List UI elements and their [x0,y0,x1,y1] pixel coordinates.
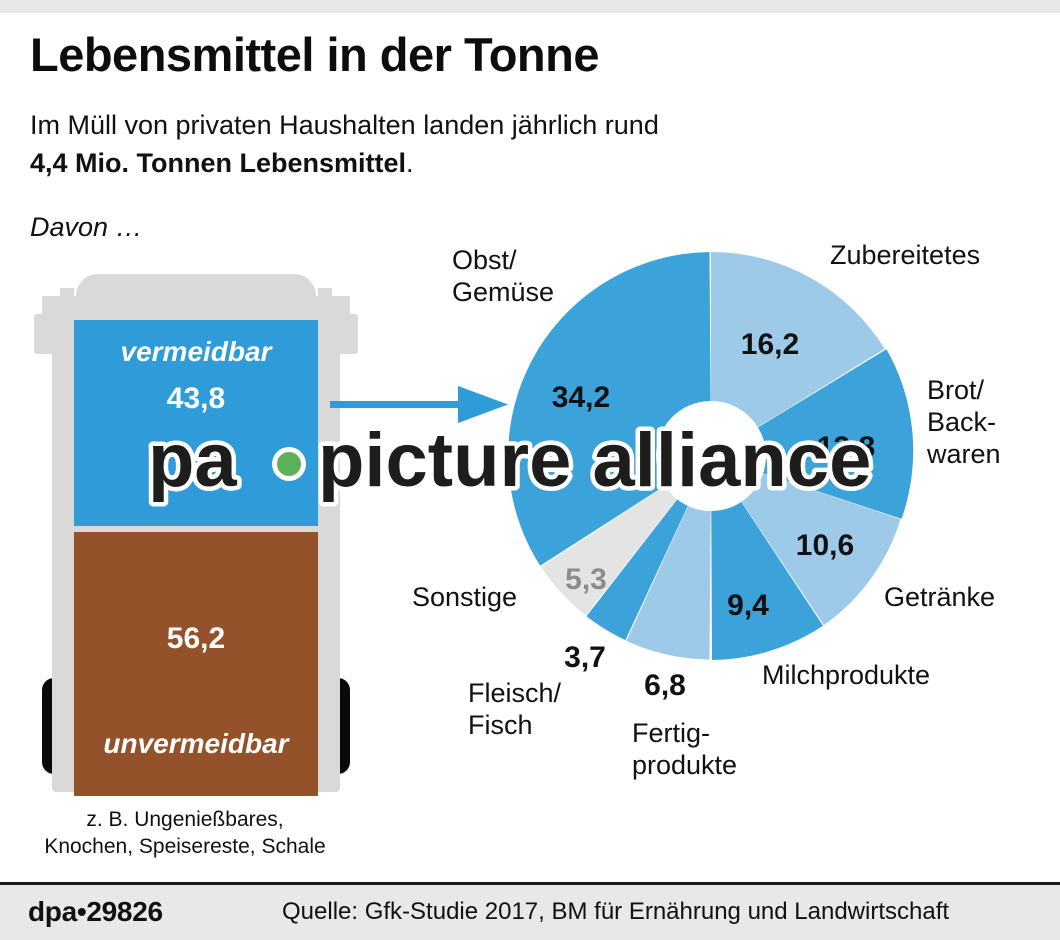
davon-label: Davon … [30,212,143,242]
pie-label-brot-line-3: waren [927,438,1001,469]
bar-segment-unvermeidbar: 56,2 unvermeidbar [74,532,318,796]
pie-label-obst-gemuese: Obst/ Gemüse [452,245,554,309]
pie-label-zubereitetes-line-1: Zubereitetes [830,240,981,270]
pie-slice-brot-backwaren[interactable] [711,349,914,519]
pie-label-sonstige-line-1: Sonstige [412,582,518,612]
subtitle-highlight: 4,4 Mio. Tonnen Lebensmittel [30,148,407,179]
bar-value-unvermeidbar: 56,2 [166,622,226,655]
arrow-right-icon [330,386,508,423]
pie-value-brot-backwaren: 13,8 [816,431,876,464]
pie-label-zubereitetes: Zubereitetes [830,240,980,272]
bin-footnote-line-1: z. B. Ungenießbares, [86,808,284,831]
pie-slice-zubereitetes[interactable] [711,251,885,456]
pie-label-fleisch-line-1: Fleisch/ [468,678,562,708]
bar-label-unvermeidbar: unvermeidbar [103,728,289,759]
pie-label-fertigprodukte: Fertig- produkte [632,718,737,782]
bar-segment-vermeidbar: vermeidbar 43,8 [74,320,318,526]
pie-value-milchprodukte: 9,4 [727,589,769,622]
footer-divider [0,882,1060,885]
subtitle: Im Müll von privaten Haushalten landen j… [30,106,930,183]
pie-slices [508,251,914,660]
pie-slice-milchprodukte[interactable] [711,456,823,660]
pie-label-obst-line-1: Obst/ [452,245,517,275]
pie-label-milchprodukte-line-1: Milchprodukte [762,660,931,690]
page-title: Lebensmittel in der Tonne [30,28,599,81]
pie-label-getraenke-line-1: Getränke [884,582,996,612]
bin-footnote-line-2: Knochen, Speisereste, Schale [44,835,326,859]
pie-value-obst-gemuese: 34,2 [551,381,611,414]
pie-label-fleisch-line-2: Fisch [468,709,533,740]
bar-value-vermeidbar: 43,8 [166,382,226,415]
pie-chart: 16,2 13,8 10,6 9,4 6,8 3,7 5,3 34,2 [505,250,917,702]
pie-value-fertigprodukte: 6,8 [644,669,686,702]
pie-label-fertig-line-1: Fertig- [632,718,711,748]
pie-label-brot-backwaren: Brot/ Back- waren [927,375,1001,471]
pie-value-fleisch-fisch: 3,7 [564,641,606,674]
pie-value-sonstige: 5,3 [565,563,607,596]
pie-value-zubereitetes: 16,2 [740,328,800,361]
pie-label-brot-line-1: Brot/ [927,375,985,405]
subtitle-line-1: Im Müll von privaten Haushalten landen j… [30,110,659,140]
bin-footnote: z. B. Ungenießbares, Knochen, Speiserest… [10,806,360,861]
footer-bar [0,882,1060,940]
pie-label-sonstige: Sonstige [412,582,517,614]
bar-label-vermeidbar: vermeidbar [120,336,272,367]
pie-label-getraenke: Getränke [884,582,995,614]
pie-label-milchprodukte: Milchprodukte [762,660,930,692]
pie-center-hole [656,401,766,511]
trash-bin-graphic: vermeidbar 43,8 56,2 unvermeidbar [30,270,360,810]
source-note: Quelle: Gfk-Studie 2017, BM für Ernährun… [282,898,950,925]
pie-label-fertig-line-2: produkte [632,749,738,780]
subtitle-tail: . [406,148,414,179]
pie-value-getraenke: 10,6 [795,529,855,562]
pie-slice-obst-gemuese[interactable] [508,252,711,566]
pie-slice-sonstige[interactable] [541,456,711,616]
dpa-credit: dpa•29826 [28,896,163,927]
top-accent-bar [0,0,1060,13]
pie-label-brot-line-2: Back- [927,406,997,437]
pie-slice-getraenke[interactable] [711,456,901,625]
pie-label-fleisch-fisch: Fleisch/ Fisch [468,678,561,742]
pie-label-obst-line-2: Gemüse [452,276,555,307]
